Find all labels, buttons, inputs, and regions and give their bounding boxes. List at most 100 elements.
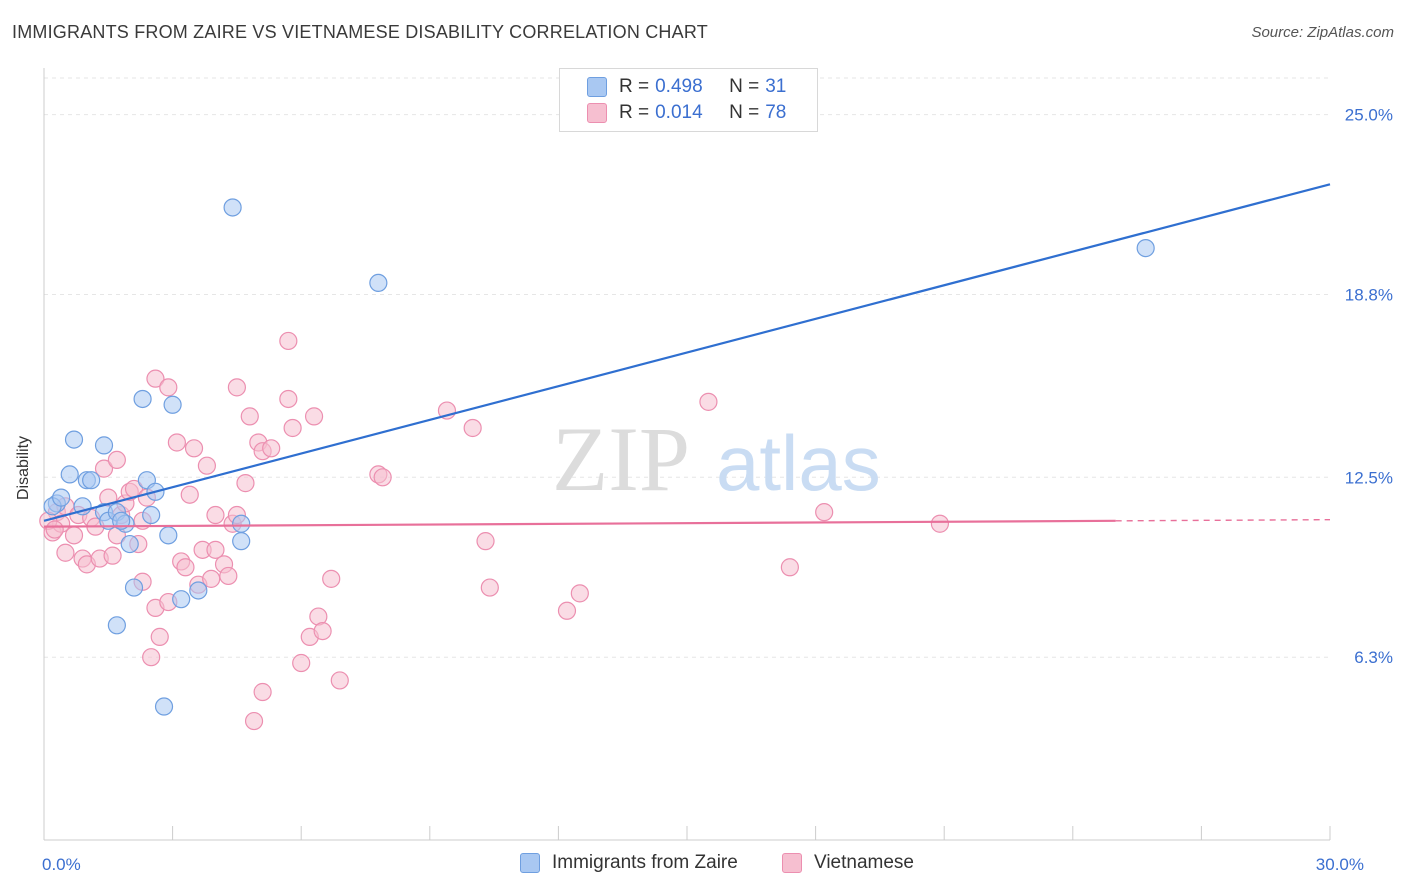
zaire-trend-line <box>43 183 1331 522</box>
bottom-legend-zaire: Immigrants from Zaire <box>520 852 738 874</box>
y-tick-label: 6.3% <box>1354 648 1393 667</box>
zaire-point <box>133 389 152 409</box>
vietnamese-point <box>219 566 238 586</box>
zaire-point <box>163 395 182 414</box>
vietnamese-point <box>330 671 349 690</box>
vietnamese-trend-line <box>43 519 1116 528</box>
vietnamese-point <box>313 621 332 641</box>
vietnamese-point <box>557 601 577 620</box>
vietnamese-point <box>815 503 834 522</box>
zaire-point <box>159 526 178 545</box>
vietnamese-point <box>930 514 950 533</box>
zaire-point <box>82 471 101 490</box>
legend-r-label: R = <box>619 76 650 97</box>
vietnamese-point <box>167 433 186 452</box>
tick-labels: 6.3% 12.5% 18.8% 25.0% 0.0% 30.0% <box>42 106 1393 874</box>
vietnamese-point <box>253 682 272 702</box>
vietnamese-point <box>202 569 221 588</box>
bottom-legend-vietnamese: Vietnamese <box>782 852 914 874</box>
vietnamese-point <box>279 389 298 409</box>
vietnamese-point <box>570 584 589 603</box>
zaire-point <box>1136 238 1155 258</box>
vietnamese-point <box>142 648 161 667</box>
vietnamese-point <box>373 468 392 487</box>
y-tick-label: 12.5% <box>1345 468 1393 487</box>
watermark-atlas: atlas <box>716 419 881 507</box>
vietnamese-point <box>94 459 114 478</box>
zaire-point <box>142 505 161 525</box>
y-tick-label: 18.8% <box>1345 286 1393 305</box>
zaire-point <box>232 532 251 551</box>
zaire-point <box>172 590 191 609</box>
bottom-legend: Immigrants from Zaire Vietnamese <box>0 852 1406 878</box>
watermark-zip: ZIP <box>552 408 690 510</box>
vietnamese-point <box>780 558 799 577</box>
legend-r-label: R = <box>619 102 650 123</box>
bottom-legend-label-vietnamese: Vietnamese <box>814 852 914 873</box>
vietnamese-point <box>244 711 264 731</box>
legend-n-label: N = <box>729 76 760 97</box>
vietnamese-point <box>283 418 302 438</box>
vietnamese-point <box>206 505 225 525</box>
legend-r-value: 0.014 <box>655 102 703 123</box>
axes <box>43 68 1331 841</box>
zaire-point <box>124 578 144 597</box>
vietnamese-point <box>279 331 298 351</box>
bottom-legend-swatch-vietnamese <box>782 853 802 873</box>
x-tick-label: 0.0% <box>42 855 81 874</box>
y-tick-label: 25.0% <box>1345 106 1393 125</box>
zaire-point <box>60 465 79 484</box>
vietnamese-point <box>180 485 199 504</box>
legend: R = 0.498 N = 31 R = 0.014 N = 78 <box>559 68 818 132</box>
x-tick-label: 30.0% <box>1316 855 1364 874</box>
zaire-point <box>189 581 208 600</box>
vietnamese-point <box>176 558 195 577</box>
vietnamese-point <box>463 418 482 438</box>
vietnamese-point <box>45 520 64 539</box>
vietnamese-point <box>146 369 165 388</box>
legend-swatch-zaire <box>587 77 607 97</box>
zaire-point <box>232 514 251 533</box>
vietnamese-trend-extension <box>1115 518 1331 522</box>
zaire-point <box>120 534 139 554</box>
legend-n-value: 78 <box>765 102 787 123</box>
vietnamese-point <box>150 627 169 646</box>
zaire-point <box>64 430 84 449</box>
zaire-point <box>369 273 388 293</box>
chart-title: IMMIGRANTS FROM ZAIRE VS VIETNAMESE DISA… <box>12 22 708 42</box>
zaire-point <box>154 697 174 716</box>
zaire-point <box>223 198 242 217</box>
vietnamese-point <box>236 474 255 493</box>
legend-swatch-vietnamese <box>587 103 607 123</box>
vietnamese-point <box>476 532 495 551</box>
trend-lines <box>43 183 1331 528</box>
legend-row-zaire: R = 0.498 N = 31 <box>587 75 786 99</box>
vietnamese-point <box>197 456 216 475</box>
vietnamese-point <box>699 392 718 411</box>
zaire-point <box>94 436 114 455</box>
grid-lines <box>44 77 1330 658</box>
legend-n-label: N = <box>729 102 760 123</box>
vietnamese-point <box>184 439 204 458</box>
vietnamese-point <box>64 526 84 545</box>
vietnamese-point <box>206 540 225 559</box>
zaire-point <box>112 511 131 530</box>
source-credit: Source: ZipAtlas.com <box>1251 24 1394 41</box>
vietnamese-point <box>107 450 126 470</box>
bottom-legend-swatch-zaire <box>520 853 540 873</box>
vietnamese-point <box>322 569 341 588</box>
vietnamese-point <box>159 378 178 397</box>
zaire-point <box>52 488 71 507</box>
vietnamese-point <box>480 578 499 597</box>
legend-row-vietnamese: R = 0.014 N = 78 <box>587 101 786 125</box>
bottom-legend-label-zaire: Immigrants from Zaire <box>552 852 738 873</box>
vietnamese-point <box>56 543 75 562</box>
legend-r-value: 0.498 <box>655 76 703 97</box>
zaire-point <box>107 616 126 635</box>
legend-n-value: 31 <box>765 76 787 97</box>
vietnamese-point <box>292 653 311 673</box>
vietnamese-point <box>262 439 281 458</box>
vietnamese-point <box>227 378 246 397</box>
vietnamese-point <box>304 407 324 426</box>
